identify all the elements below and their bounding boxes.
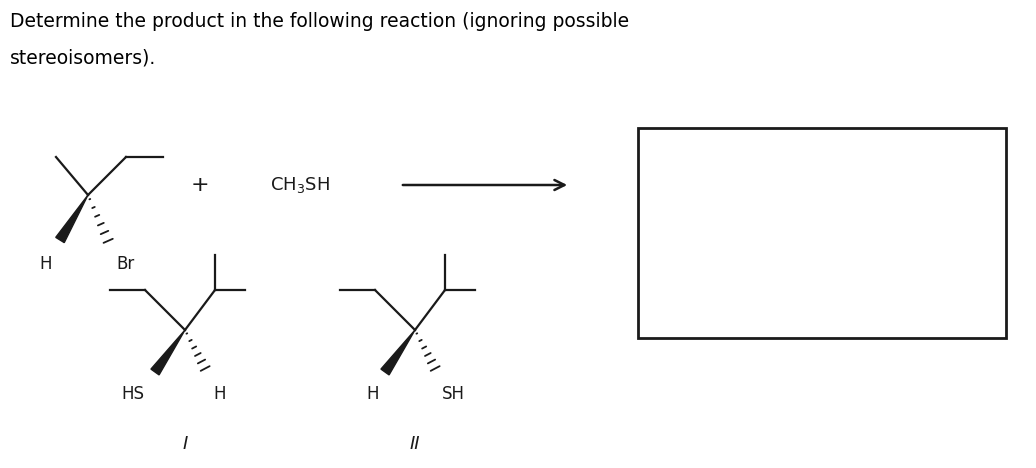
Text: Br: Br (117, 255, 135, 273)
Text: +: + (191, 175, 209, 195)
Text: SH: SH (441, 385, 464, 403)
Text: I: I (182, 435, 188, 453)
Text: CH$_3$SH: CH$_3$SH (270, 175, 329, 195)
Polygon shape (381, 330, 415, 375)
Text: H: H (213, 385, 226, 403)
Text: H: H (367, 385, 379, 403)
Text: H: H (39, 255, 52, 273)
Text: HS: HS (121, 385, 144, 403)
Polygon shape (56, 195, 88, 242)
Text: II: II (410, 435, 421, 453)
Text: stereoisomers).: stereoisomers). (10, 48, 156, 67)
Bar (638, 128, 1006, 338)
Polygon shape (151, 330, 185, 375)
Text: Determine the product in the following reaction (ignoring possible: Determine the product in the following r… (10, 12, 629, 31)
